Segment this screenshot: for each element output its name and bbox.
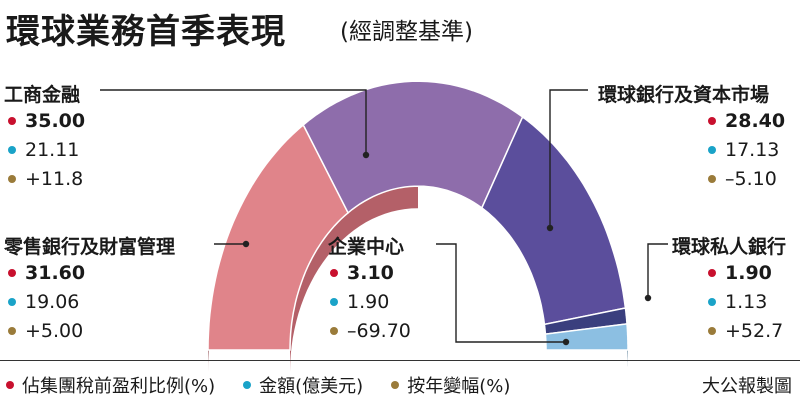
legend-amount-label: 金額(億美元) (259, 376, 364, 397)
leader-dot-corporate-centre (562, 338, 570, 346)
share-value-corporate-centre: 3.10 (347, 262, 394, 284)
label-corporate-centre: 企業中心 (328, 236, 405, 258)
share-value-private-banking: 1.90 (725, 262, 772, 284)
amount-value-commercial-banking: 21.11 (25, 139, 80, 161)
label-global-banking-markets: 環球銀行及資本市場 (598, 84, 770, 106)
change-dot-icon (8, 327, 16, 335)
share-dot-icon (8, 117, 16, 125)
change-value-private-banking: +52.7 (725, 320, 784, 342)
leader-line-commercial-banking (100, 89, 367, 155)
amount-row-private-banking: 1.13 (708, 291, 767, 313)
leader-line-corporate-centre (436, 243, 566, 343)
share-row-commercial-banking: 35.00 (8, 110, 85, 132)
share-dot-icon (330, 269, 338, 277)
share-dot-icon (708, 269, 716, 277)
chart-subtitle: (經調整基準) (340, 19, 473, 45)
change-row-retail-wealth: +5.00 (8, 320, 83, 342)
share-dot-icon (8, 269, 16, 277)
share-value-global-banking-markets: 28.40 (725, 110, 786, 132)
change-row-corporate-centre: –69.70 (330, 320, 411, 342)
change-value-corporate-centre: –69.70 (347, 320, 411, 342)
amount-dot-icon (8, 298, 16, 306)
leader-line-global-banking-markets (549, 89, 588, 228)
share-row-retail-wealth: 31.60 (8, 262, 85, 284)
amount-dot-icon (708, 298, 716, 306)
amount-dot-icon (330, 298, 338, 306)
amount-value-global-banking-markets: 17.13 (725, 139, 780, 161)
amount-value-retail-wealth: 19.06 (25, 291, 80, 313)
inner-rim-side (290, 186, 418, 372)
amount-row-global-banking-markets: 17.13 (708, 139, 779, 161)
leader-dot-retail-wealth (242, 240, 250, 248)
amount-row-corporate-centre: 1.90 (330, 291, 389, 313)
change-dot-icon (708, 327, 716, 335)
leader-dot-global-banking-markets (546, 224, 554, 232)
change-dot-icon (391, 381, 400, 389)
amount-dot-icon (708, 146, 716, 154)
amount-value-corporate-centre: 1.90 (347, 291, 390, 313)
amount-row-commercial-banking: 21.11 (8, 139, 79, 161)
leader-dot-private-banking (644, 294, 652, 302)
change-row-global-banking-markets: –5.10 (708, 168, 777, 190)
share-dot-icon (6, 381, 14, 389)
share-value-commercial-banking: 35.00 (25, 110, 86, 132)
change-value-global-banking-markets: –5.10 (725, 168, 777, 190)
change-dot-icon (330, 327, 338, 335)
leader-line-private-banking (647, 243, 668, 298)
change-row-private-banking: +52.7 (708, 320, 783, 342)
share-value-retail-wealth: 31.60 (25, 262, 86, 284)
share-row-global-banking-markets: 28.40 (708, 110, 785, 132)
share-row-corporate-centre: 3.10 (330, 262, 394, 284)
amount-row-retail-wealth: 19.06 (8, 291, 79, 313)
legend: 佔集團稅前盈利比例(%) 金額(億美元) 按年變幅(%) (6, 372, 538, 398)
leader-dot-commercial-banking (362, 151, 370, 159)
change-dot-icon (8, 175, 16, 183)
bottom-divider (0, 360, 800, 361)
amount-dot-icon (243, 381, 252, 389)
amount-dot-icon (8, 146, 16, 154)
legend-change: 按年變幅(%) (391, 372, 510, 398)
source-credit: 大公報製圖 (702, 376, 792, 397)
legend-change-label: 按年變幅(%) (407, 376, 511, 397)
change-value-commercial-banking: +11.8 (25, 168, 84, 190)
label-retail-wealth: 零售銀行及財富管理 (4, 236, 176, 258)
change-dot-icon (708, 175, 716, 183)
legend-share: 佔集團稅前盈利比例(%) (6, 372, 215, 398)
chart-title: 環球業務首季表現 (6, 12, 286, 52)
change-value-retail-wealth: +5.00 (25, 320, 84, 342)
share-dot-icon (708, 117, 716, 125)
amount-value-private-banking: 1.13 (725, 291, 768, 313)
legend-amount: 金額(億美元) (243, 372, 363, 398)
label-private-banking: 環球私人銀行 (672, 236, 787, 258)
label-commercial-banking: 工商金融 (4, 84, 81, 106)
share-row-private-banking: 1.90 (708, 262, 772, 284)
legend-share-label: 佔集團稅前盈利比例(%) (22, 376, 216, 397)
change-row-commercial-banking: +11.8 (8, 168, 83, 190)
